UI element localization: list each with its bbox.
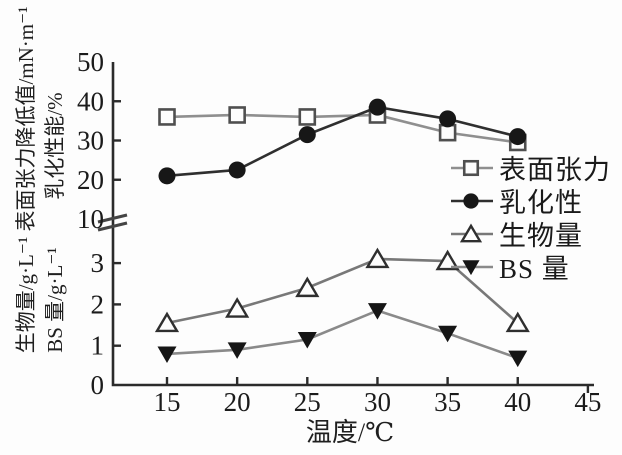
y-tick-label: 40 [77, 86, 104, 116]
series-1 [158, 98, 527, 185]
legend-entry-0: 表面张力 [450, 151, 611, 185]
y-tick-label: 3 [91, 248, 105, 278]
x-tick-label: 25 [294, 387, 321, 417]
marker-triangle-up [225, 297, 250, 318]
series-2 [154, 247, 530, 333]
y-tick-label: 1 [91, 331, 105, 361]
marker-circle [158, 167, 176, 185]
y-tick-label: 0 [91, 370, 105, 400]
legend-marker-circle-filled [451, 192, 493, 209]
series-line-3 [166, 309, 519, 360]
legend-label: BS 量 [499, 254, 570, 284]
marker-triangle-down [297, 332, 317, 349]
legend-entry-2: 生物量 [450, 217, 611, 251]
y-tick-label: 50 [77, 47, 104, 77]
y-tick-label: 2 [91, 289, 105, 319]
marker-circle [509, 128, 527, 146]
y-axis-label-emulsification: 乳化性能/% [43, 92, 67, 200]
legend-marker-triangle-up-open [451, 223, 493, 242]
marker-square [298, 108, 317, 126]
marker-circle [463, 192, 479, 209]
marker-triangle-up [505, 311, 530, 333]
marker-square [158, 108, 176, 126]
series-line-1 [166, 105, 519, 178]
legend: 表面张力 乳化性 生物量 BS 量 [450, 151, 611, 284]
legend-entry-1: 乳化性 [450, 184, 611, 218]
axis-lines [111, 62, 594, 387]
legend-marker-triangle-down-filled [451, 259, 493, 275]
y-tick-label: 30 [77, 126, 104, 156]
legend-label: 表面张力 [499, 155, 611, 185]
y-axis-label-bs-amount: BS 量/g·L⁻¹ [43, 247, 67, 353]
legend-label: 生物量 [499, 221, 583, 251]
y-axis-label-surface-tension: 表面张力降低值/mN·m⁻¹ [14, 6, 38, 232]
legend-label: 乳化性 [499, 188, 583, 218]
x-tick-label: 35 [434, 387, 461, 417]
marker-circle [368, 98, 386, 116]
x-tick-label: 20 [224, 387, 251, 417]
x-tick-label: 30 [364, 387, 391, 417]
marker-triangle-up [435, 249, 460, 271]
x-tick-label: 45 [574, 387, 601, 417]
series-0 [158, 106, 527, 152]
marker-triangle-up [154, 311, 180, 333]
legend-marker-square-open [451, 159, 493, 176]
marker-circle [298, 126, 316, 144]
series-line-0 [166, 113, 518, 144]
axis-break-mark [97, 213, 128, 224]
legend-entry-3: BS 量 [450, 250, 611, 284]
y-axis-label-biomass: 生物量/g·L⁻¹ [14, 236, 38, 354]
x-tick-label: 15 [154, 387, 181, 417]
series-3 [157, 303, 528, 368]
x-axis-label: 温度/℃ [305, 418, 395, 447]
marker-circle [228, 161, 246, 179]
marker-square [228, 106, 246, 124]
marker-triangle-down [508, 350, 528, 368]
y-tick-label: 10 [77, 204, 104, 234]
marker-triangle-up [295, 276, 320, 298]
marker-triangle-down [227, 342, 247, 359]
marker-triangle-up [365, 247, 390, 269]
marker-circle [439, 110, 457, 128]
marker-triangle-down [157, 346, 177, 363]
axis-break-mark [97, 221, 128, 232]
marker-triangle-down [367, 303, 387, 320]
marker-triangle-up [459, 223, 483, 242]
marker-triangle-down [462, 259, 480, 275]
marker-square [462, 159, 480, 176]
series-line-2 [166, 257, 519, 325]
y-tick-label: 20 [77, 165, 104, 195]
marker-triangle-down [438, 325, 458, 343]
x-tick-label: 40 [504, 387, 531, 417]
